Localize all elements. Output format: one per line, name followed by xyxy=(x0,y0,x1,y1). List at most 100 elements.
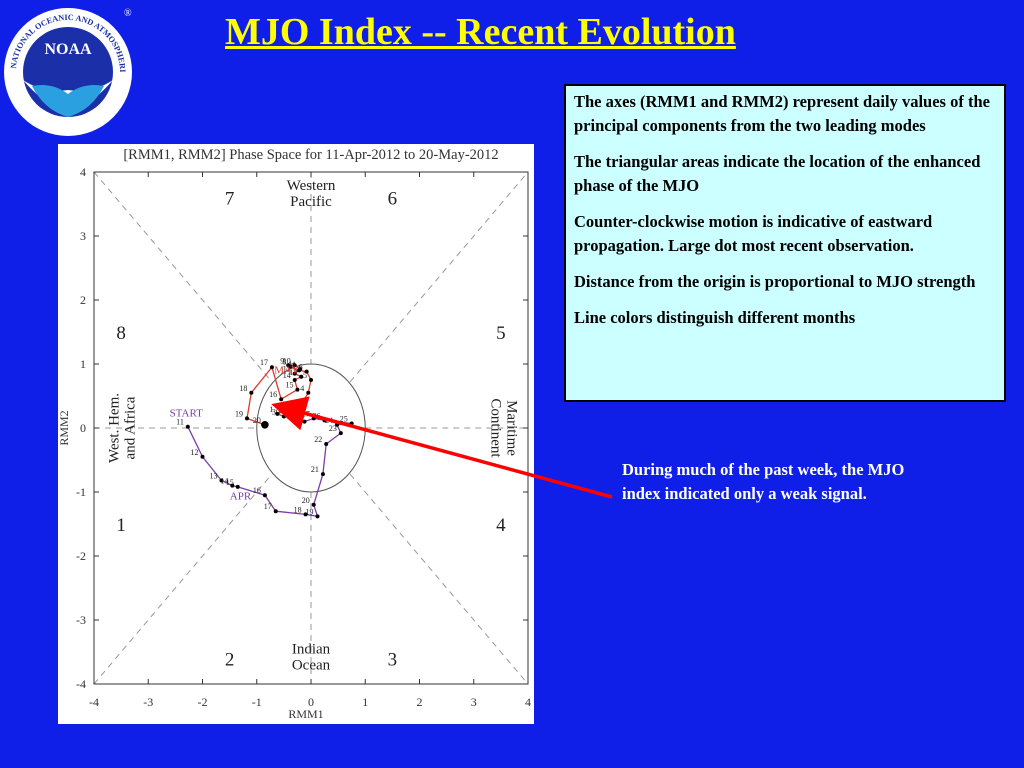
y-tick-label: -1 xyxy=(76,485,86,499)
phase-label: 2 xyxy=(225,649,235,670)
data-point xyxy=(235,484,240,489)
data-point xyxy=(219,478,224,483)
data-point-label: 13 xyxy=(209,471,217,480)
data-point xyxy=(292,371,297,376)
data-point xyxy=(349,421,354,426)
data-point-label: 5 xyxy=(303,371,307,380)
data-point-label: 27 xyxy=(302,409,310,418)
y-tick-label: -2 xyxy=(76,549,86,563)
data-point xyxy=(269,365,274,370)
x-tick-label: 3 xyxy=(471,695,477,709)
noaa-logo-icon: NOAA NATIONAL OCEANIC AND ATMOSPHERIC AD… xyxy=(2,2,132,136)
series-annotation: MAY xyxy=(274,365,299,377)
y-tick-label: -4 xyxy=(76,677,86,691)
data-point xyxy=(335,422,340,427)
data-point xyxy=(324,442,329,446)
data-point-label: 8 xyxy=(282,358,286,367)
diagonal-guide xyxy=(349,473,529,685)
data-point xyxy=(297,405,302,410)
data-point xyxy=(295,387,300,392)
phase-space-svg: [RMM1, RMM2] Phase Space for 11-Apr-2012… xyxy=(58,147,531,721)
phase-label: 4 xyxy=(496,515,506,536)
noaa-logo-text: NOAA xyxy=(44,41,92,58)
series-annotation: APR xyxy=(230,491,252,503)
info-item: The axes (RMM1 and RMM2) represent daily… xyxy=(574,92,990,135)
x-axis-label: RMM1 xyxy=(288,707,323,721)
x-tick-label: 1 xyxy=(362,695,368,709)
data-point xyxy=(281,414,286,419)
data-point xyxy=(261,421,269,429)
y-tick-label: 2 xyxy=(80,293,86,307)
data-point-label: 3 xyxy=(291,399,295,408)
data-point-label: 14 xyxy=(283,371,291,380)
region-label: Continent xyxy=(487,398,503,458)
data-point xyxy=(273,509,278,514)
data-point-label: 11 xyxy=(176,418,184,427)
chart-title: [RMM1, RMM2] Phase Space for 11-Apr-2012… xyxy=(123,147,498,163)
annotation-note: During much of the past week, the MJO in… xyxy=(622,460,905,503)
data-point-label: 25 xyxy=(340,415,348,424)
diagonal-guide xyxy=(93,473,273,685)
data-point xyxy=(249,390,254,395)
phase-label: 7 xyxy=(225,189,235,210)
y-tick-label: 4 xyxy=(80,165,86,179)
data-point-label: 12 xyxy=(191,448,199,457)
region-label: West. Hem. xyxy=(106,393,122,463)
phase-label: 1 xyxy=(116,515,126,536)
data-point-label: 20 xyxy=(302,496,310,505)
data-point-label: 15 xyxy=(226,478,234,487)
phase-label: 8 xyxy=(116,323,126,344)
phase-label: 5 xyxy=(496,323,506,344)
y-tick-label: 3 xyxy=(80,229,86,243)
info-box: The axes (RMM1 and RMM2) represent daily… xyxy=(564,84,1006,402)
data-point xyxy=(303,512,308,517)
data-point xyxy=(230,483,235,488)
series-annotation: START xyxy=(170,407,204,419)
x-tick-label: 0 xyxy=(308,695,314,709)
data-point-label: 6 xyxy=(299,363,303,372)
data-point-label: 1 xyxy=(269,405,273,414)
data-point-label: 10 xyxy=(283,356,291,365)
page-title: MJO Index -- Recent Evolution xyxy=(225,11,736,53)
data-point xyxy=(320,472,325,477)
region-label: Ocean xyxy=(292,657,331,673)
info-item: Line colors distinguish different months xyxy=(574,308,856,327)
phase-label: 6 xyxy=(388,189,398,210)
mjo-phase-chart: [RMM1, RMM2] Phase Space for 11-Apr-2012… xyxy=(58,144,534,724)
data-point-label: 4 xyxy=(300,384,304,393)
data-point-label: 11 xyxy=(288,360,296,369)
data-point xyxy=(275,411,280,416)
data-point xyxy=(309,378,313,382)
data-point-label: 17 xyxy=(260,358,268,367)
data-point-label: 16 xyxy=(253,486,261,495)
data-point-label: 17 xyxy=(264,502,272,511)
data-point-label: 2 xyxy=(282,400,286,409)
data-point xyxy=(322,418,327,423)
info-item: Counter-clockwise motion is indicative o… xyxy=(574,212,933,255)
data-point-label: 14 xyxy=(220,477,228,486)
data-point-label: 18 xyxy=(239,384,247,393)
data-point xyxy=(306,390,311,395)
x-tick-label: -2 xyxy=(198,695,208,709)
data-point-label: 19 xyxy=(306,507,314,516)
y-tick-label: -3 xyxy=(76,613,86,627)
data-point xyxy=(244,416,249,421)
diagonal-guide xyxy=(349,171,529,383)
data-point xyxy=(292,363,297,368)
y-tick-label: 0 xyxy=(80,421,86,435)
data-point xyxy=(286,363,291,368)
data-point-label: 22 xyxy=(314,435,322,444)
registered-mark: ® xyxy=(124,8,132,19)
region-label: and Africa xyxy=(122,396,138,459)
x-tick-label: 2 xyxy=(417,695,423,709)
data-point xyxy=(304,369,309,374)
region-label: Maritime xyxy=(503,400,519,456)
data-point xyxy=(299,374,304,379)
data-point xyxy=(298,367,303,372)
region-label: Indian xyxy=(292,641,331,657)
data-point-label: 16 xyxy=(269,390,277,399)
info-item: Distance from the origin is proportional… xyxy=(574,272,976,291)
data-point xyxy=(262,493,267,498)
y-axis-label: RMM2 xyxy=(58,410,71,445)
data-point-label: 21 xyxy=(311,465,319,474)
